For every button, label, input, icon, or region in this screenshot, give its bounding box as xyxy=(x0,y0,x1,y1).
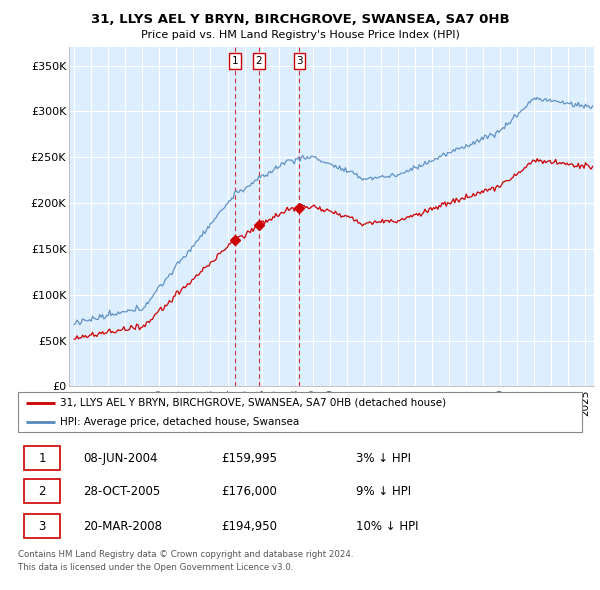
Text: 31, LLYS AEL Y BRYN, BIRCHGROVE, SWANSEA, SA7 0HB: 31, LLYS AEL Y BRYN, BIRCHGROVE, SWANSEA… xyxy=(91,13,509,26)
Text: 1: 1 xyxy=(232,56,238,66)
Text: 3: 3 xyxy=(38,520,46,533)
Text: 31, LLYS AEL Y BRYN, BIRCHGROVE, SWANSEA, SA7 0HB (detached house): 31, LLYS AEL Y BRYN, BIRCHGROVE, SWANSEA… xyxy=(60,398,446,408)
FancyBboxPatch shape xyxy=(23,479,60,503)
Text: 10% ↓ HPI: 10% ↓ HPI xyxy=(356,520,419,533)
Text: 1: 1 xyxy=(38,452,46,465)
Text: HPI: Average price, detached house, Swansea: HPI: Average price, detached house, Swan… xyxy=(60,417,299,427)
Text: 2: 2 xyxy=(256,56,262,66)
Text: 28-OCT-2005: 28-OCT-2005 xyxy=(83,484,160,498)
FancyBboxPatch shape xyxy=(23,514,60,538)
Text: Contains HM Land Registry data © Crown copyright and database right 2024.: Contains HM Land Registry data © Crown c… xyxy=(18,550,353,559)
Text: 08-JUN-2004: 08-JUN-2004 xyxy=(83,452,157,465)
Text: 3% ↓ HPI: 3% ↓ HPI xyxy=(356,452,412,465)
Text: 3: 3 xyxy=(296,56,303,66)
Text: This data is licensed under the Open Government Licence v3.0.: This data is licensed under the Open Gov… xyxy=(18,563,293,572)
FancyBboxPatch shape xyxy=(23,447,60,470)
Text: 9% ↓ HPI: 9% ↓ HPI xyxy=(356,484,412,498)
Text: Price paid vs. HM Land Registry's House Price Index (HPI): Price paid vs. HM Land Registry's House … xyxy=(140,30,460,40)
FancyBboxPatch shape xyxy=(18,392,582,432)
Text: £159,995: £159,995 xyxy=(221,452,277,465)
Text: 2: 2 xyxy=(38,484,46,498)
Text: £176,000: £176,000 xyxy=(221,484,277,498)
Text: 20-MAR-2008: 20-MAR-2008 xyxy=(83,520,162,533)
Text: £194,950: £194,950 xyxy=(221,520,277,533)
